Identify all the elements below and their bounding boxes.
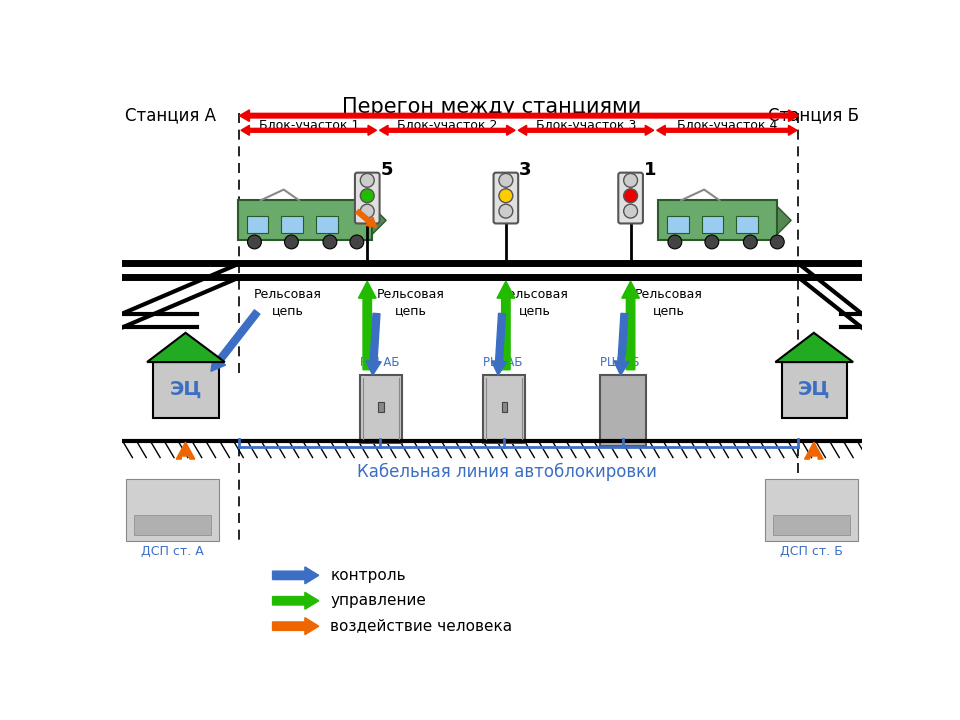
- Text: Блок-участок 3: Блок-участок 3: [536, 119, 636, 132]
- Polygon shape: [273, 593, 319, 609]
- Bar: [316, 216, 338, 233]
- Polygon shape: [273, 618, 319, 634]
- Polygon shape: [622, 282, 639, 370]
- Polygon shape: [776, 333, 853, 362]
- Polygon shape: [379, 125, 516, 135]
- Circle shape: [284, 235, 299, 249]
- Bar: [247, 216, 268, 233]
- Polygon shape: [518, 125, 654, 135]
- Text: Рельсовая
цепь: Рельсовая цепь: [636, 288, 703, 317]
- Polygon shape: [147, 333, 225, 362]
- Polygon shape: [497, 282, 515, 370]
- Text: 3: 3: [519, 161, 532, 179]
- Bar: [237, 200, 372, 240]
- Text: ЭЦ: ЭЦ: [798, 380, 830, 400]
- Bar: [658, 200, 778, 240]
- Text: Перегон между станциями: Перегон между станциями: [343, 97, 641, 117]
- Bar: [134, 516, 211, 534]
- Polygon shape: [804, 442, 823, 459]
- Circle shape: [323, 235, 337, 249]
- Circle shape: [770, 235, 784, 249]
- Circle shape: [360, 204, 374, 218]
- Text: РШ АБ: РШ АБ: [600, 356, 639, 369]
- Polygon shape: [239, 110, 799, 122]
- Circle shape: [499, 204, 513, 218]
- Bar: [127, 479, 219, 541]
- Polygon shape: [356, 210, 376, 228]
- Polygon shape: [657, 125, 797, 135]
- Bar: [765, 479, 857, 541]
- Text: воздействие человека: воздействие человека: [330, 618, 513, 634]
- Text: Блок-участок 2: Блок-участок 2: [397, 119, 497, 132]
- Polygon shape: [241, 125, 376, 135]
- Text: управление: управление: [330, 593, 426, 608]
- Bar: [736, 216, 758, 233]
- FancyBboxPatch shape: [355, 173, 379, 223]
- Circle shape: [360, 189, 374, 202]
- Bar: [378, 402, 384, 413]
- Text: ЭЦ: ЭЦ: [169, 380, 202, 400]
- Polygon shape: [613, 313, 629, 375]
- Circle shape: [624, 189, 637, 202]
- Text: Кабельная линия автоблокировки: Кабельная линия автоблокировки: [357, 462, 658, 480]
- Bar: [281, 216, 303, 233]
- Text: Станция А: Станция А: [126, 107, 217, 125]
- Polygon shape: [778, 207, 791, 234]
- Text: 1: 1: [644, 161, 657, 179]
- Text: контроль: контроль: [330, 568, 406, 583]
- Text: Блок-участок 4: Блок-участок 4: [677, 119, 777, 132]
- Circle shape: [350, 235, 364, 249]
- Text: РШ АБ: РШ АБ: [483, 356, 522, 369]
- FancyBboxPatch shape: [618, 173, 643, 223]
- Bar: [781, 362, 847, 418]
- Circle shape: [499, 174, 513, 187]
- Bar: [360, 375, 402, 443]
- Text: ДСП ст. А: ДСП ст. А: [141, 545, 204, 558]
- Bar: [483, 375, 525, 443]
- Circle shape: [705, 235, 719, 249]
- Text: Рельсовая
цепь: Рельсовая цепь: [254, 288, 322, 317]
- Bar: [702, 216, 724, 233]
- Circle shape: [624, 174, 637, 187]
- FancyBboxPatch shape: [493, 173, 518, 223]
- Bar: [667, 216, 688, 233]
- Bar: [600, 375, 646, 446]
- Text: Рельсовая
цепь: Рельсовая цепь: [500, 288, 568, 317]
- Bar: [502, 402, 507, 413]
- Circle shape: [499, 189, 513, 202]
- Text: РШ АБ: РШ АБ: [360, 356, 399, 369]
- Circle shape: [668, 235, 682, 249]
- Circle shape: [743, 235, 757, 249]
- Text: Блок-участок 1: Блок-участок 1: [258, 119, 359, 132]
- Circle shape: [624, 204, 637, 218]
- Circle shape: [360, 174, 374, 187]
- Polygon shape: [492, 313, 507, 375]
- Polygon shape: [358, 282, 376, 370]
- Polygon shape: [273, 567, 319, 584]
- Polygon shape: [211, 310, 260, 372]
- Text: ДСП ст. Б: ДСП ст. Б: [780, 545, 843, 558]
- Bar: [154, 362, 219, 418]
- Polygon shape: [372, 207, 386, 234]
- Text: 5: 5: [380, 161, 393, 179]
- Bar: [773, 516, 850, 534]
- Text: Станция Б: Станция Б: [767, 107, 858, 125]
- Polygon shape: [177, 442, 195, 459]
- Circle shape: [248, 235, 261, 249]
- Text: Рельсовая
цепь: Рельсовая цепь: [377, 288, 445, 317]
- Polygon shape: [366, 313, 381, 375]
